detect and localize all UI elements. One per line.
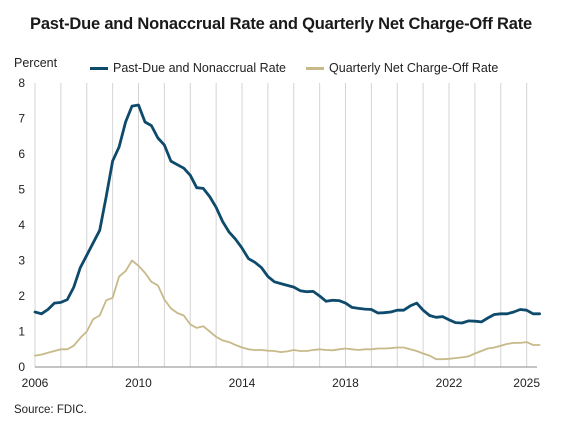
y-tick-label-4: 4 [18, 218, 25, 232]
y-tick-label-6: 6 [18, 147, 25, 161]
legend-label-past-due: Past-Due and Nonaccrual Rate [113, 61, 287, 75]
legend: Past-Due and Nonaccrual Rate Quarterly N… [90, 61, 518, 75]
legend-swatch-net-charge-off [306, 66, 325, 70]
y-tick-label-1: 1 [18, 325, 25, 339]
x-tick-label-2022: 2022 [436, 376, 463, 390]
source-note: Source: FDIC. [14, 404, 87, 416]
chart-title: Past-Due and Nonaccrual Rate and Quarter… [30, 15, 532, 33]
y-tick-label-8: 8 [18, 76, 25, 90]
x-tick-label-2006: 2006 [22, 376, 49, 390]
y-tick-label-3: 3 [18, 254, 25, 268]
y-tick-label-2: 2 [18, 289, 25, 303]
x-tick-label-2010: 2010 [125, 376, 152, 390]
y-tick-label-0: 0 [18, 360, 25, 374]
series-line-net-charge-off [34, 259, 541, 361]
legend-label-net-charge-off: Quarterly Net Charge-Off Rate [329, 61, 499, 75]
x-tick-label-2025: 2025 [513, 376, 540, 390]
legend-item-net-charge-off: Quarterly Net Charge-Off Rate [306, 61, 498, 75]
x-tick-label-2018: 2018 [332, 376, 359, 390]
series-line-past-due [33, 103, 541, 325]
y-tick-label-7: 7 [18, 112, 25, 126]
legend-item-past-due: Past-Due and Nonaccrual Rate [90, 61, 286, 75]
x-tick-label-2014: 2014 [229, 376, 256, 390]
legend-swatch-past-due [90, 66, 108, 70]
y-axis-unit-label: Percent [14, 56, 58, 70]
y-tick-label-5: 5 [18, 183, 25, 197]
